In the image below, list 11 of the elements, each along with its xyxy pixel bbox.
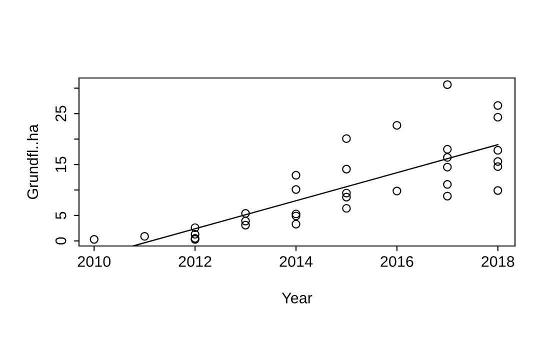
y-tick-label: 5 bbox=[56, 212, 66, 220]
x-axis-title: Year bbox=[282, 292, 312, 304]
y-tick-label: 25 bbox=[55, 106, 66, 122]
x-tick-label: 2018 bbox=[482, 256, 514, 267]
x-tick-label: 2014 bbox=[280, 256, 313, 267]
y-tick-label: 0 bbox=[55, 237, 66, 245]
x-tick-label: 2012 bbox=[178, 256, 212, 267]
y-axis-title: Grundfl..ha bbox=[26, 124, 38, 200]
x-tick-label: 2010 bbox=[78, 256, 111, 267]
y-tick-label: 15 bbox=[56, 156, 66, 172]
x-tick-label: 2016 bbox=[380, 256, 414, 267]
